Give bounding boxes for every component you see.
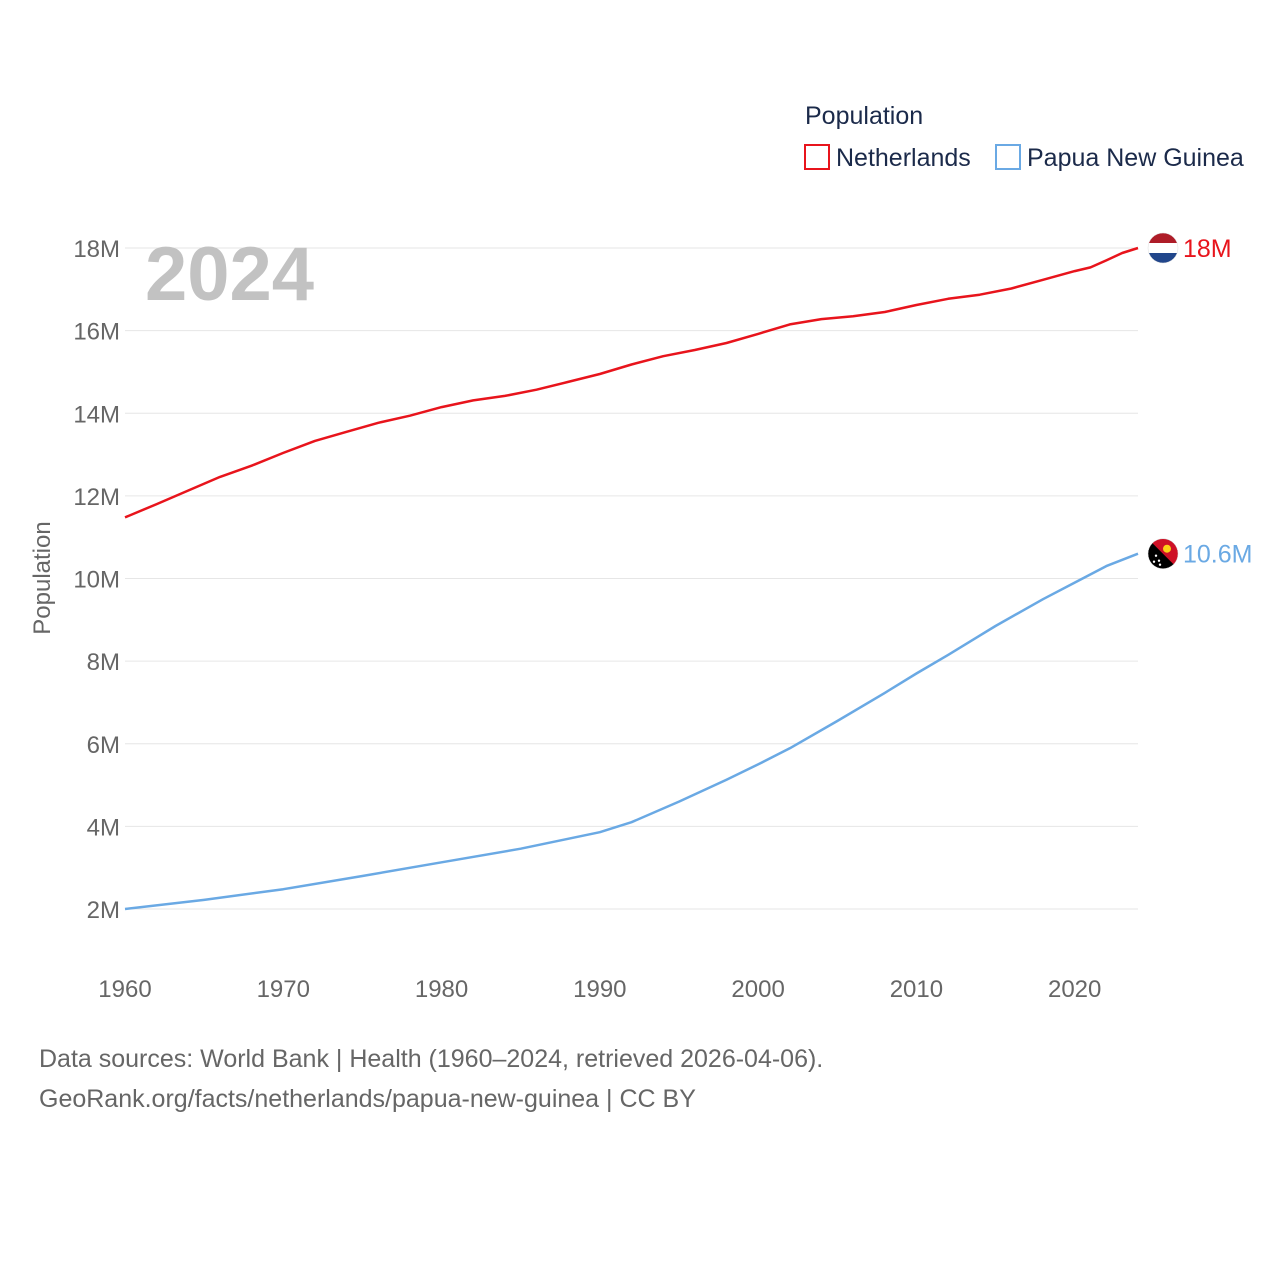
x-tick-2010: 2010 [890, 976, 943, 1003]
x-tick-1990: 1990 [573, 976, 626, 1003]
x-tick-1960: 1960 [98, 976, 151, 1003]
y-tick-8M: 8M [87, 649, 120, 676]
legend: Population Netherlands Papua New Guinea [804, 102, 1244, 172]
y-axis-label: Population [29, 521, 56, 634]
netherlands-flag-icon [1147, 232, 1179, 264]
series-line-papua-new-guinea[interactable] [124, 552, 1139, 911]
footer-sources: Data sources: World Bank | Health (1960–… [39, 1045, 824, 1073]
end-label-papua-new-guinea: 10.6M [1183, 541, 1252, 569]
x-tick-1970: 1970 [257, 976, 310, 1003]
x-tick-2000: 2000 [731, 976, 784, 1003]
series-line-netherlands[interactable] [124, 246, 1139, 519]
y-tick-18M: 18M [73, 236, 120, 263]
y-axis: 2M 4M 6M 8M 10M 12M 14M 16M 18M [73, 236, 120, 924]
end-markers: 18M 10.6M [1147, 232, 1252, 569]
y-tick-16M: 16M [73, 319, 120, 346]
y-tick-14M: 14M [73, 401, 120, 428]
legend-swatch-netherlands[interactable] [804, 144, 830, 170]
y-tick-4M: 4M [87, 814, 120, 841]
papua-new-guinea-flag-icon [1147, 538, 1179, 569]
x-axis: 1960 1970 1980 1990 2000 2010 2020 [98, 976, 1101, 1003]
y-tick-12M: 12M [73, 484, 120, 511]
year-label: 2024 [145, 232, 314, 317]
y-tick-10M: 10M [73, 567, 120, 594]
line-chart: 2M 4M 6M 8M 10M 12M 14M 16M 18M 1960 1970 1980 1990… [29, 102, 1252, 1003]
legend-label-netherlands[interactable]: Netherlands [836, 144, 971, 172]
legend-swatch-papua-new-guinea[interactable] [995, 144, 1021, 170]
series-lines [124, 246, 1139, 911]
end-label-netherlands: 18M [1183, 235, 1232, 263]
y-tick-2M: 2M [87, 897, 120, 924]
footer-attribution: GeoRank.org/facts/netherlands/papua-new-… [39, 1085, 696, 1113]
y-tick-6M: 6M [87, 732, 120, 759]
legend-title: Population [805, 102, 923, 130]
gridlines [125, 247, 1138, 910]
legend-label-papua-new-guinea[interactable]: Papua New Guinea [1027, 144, 1244, 172]
x-tick-1980: 1980 [415, 976, 468, 1003]
x-tick-2020: 2020 [1048, 976, 1101, 1003]
